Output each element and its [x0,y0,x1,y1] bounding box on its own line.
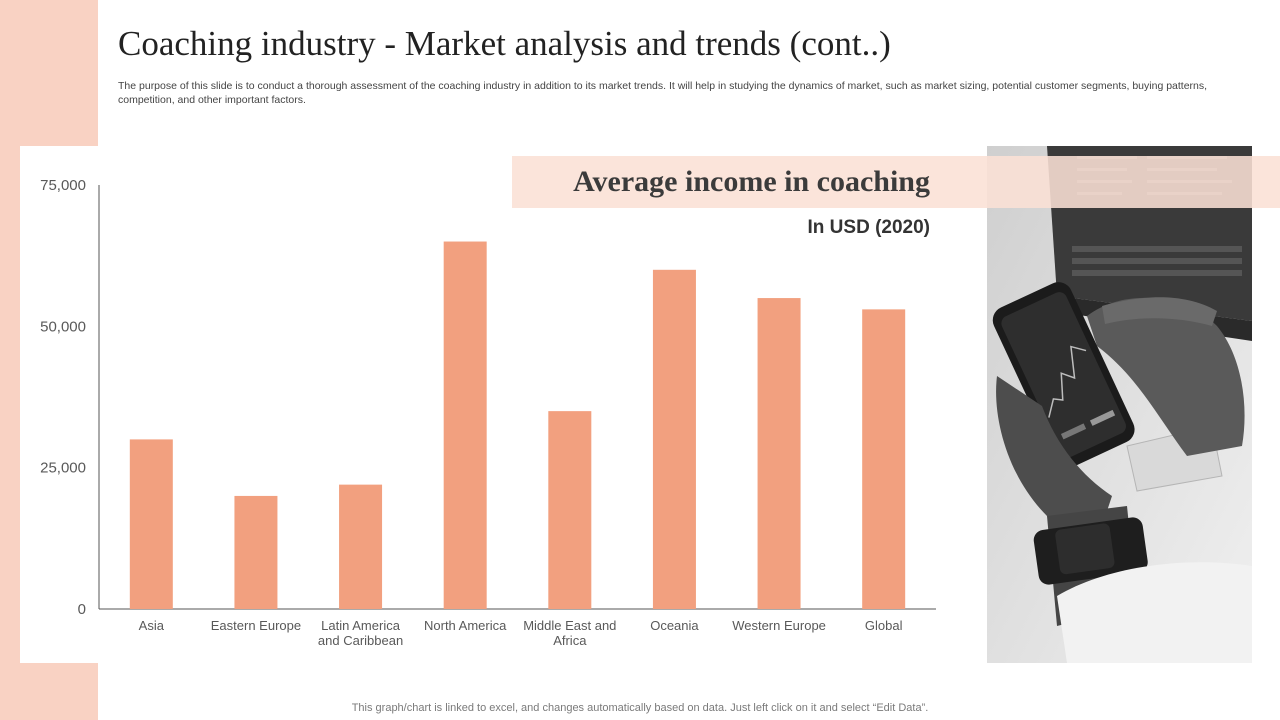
x-tick-label: Oceania [650,618,699,633]
chart-title: Average income in coaching [573,165,930,198]
x-tick-label: North America [424,618,507,633]
bar[interactable] [548,411,592,609]
bar[interactable] [129,439,173,609]
x-tick-label: Asia [139,618,165,633]
bar[interactable] [234,495,278,609]
x-tick-label: Latin America and Caribbean [318,618,403,648]
x-tick-label: Middle East and Africa [523,618,616,648]
y-tick-label: 0 [78,601,86,618]
y-tick-label: 75,000 [40,177,86,194]
bar[interactable] [757,298,801,609]
bar[interactable] [862,309,906,609]
x-tick-label: Eastern Europe [211,618,301,633]
footer-note: This graph/chart is linked to excel, and… [351,702,929,714]
hands-holding-smartphone-photo [987,146,1252,663]
bars [129,241,906,610]
y-tick-label: 25,000 [40,460,86,477]
chart-title-banner [512,156,1280,208]
x-axis-labels: Asia Eastern Europe Latin America and Carib… [139,618,903,648]
slide-description: The purpose of this slide is to conduct … [118,80,1208,106]
x-tick-label: Global [865,618,903,633]
y-tick-label: 50,000 [40,318,86,335]
x-tick-label: Western Europe [732,618,826,633]
chart-panel [20,146,985,663]
bar[interactable] [443,241,487,610]
slide-title: Coaching industry - Market analysis and … [118,24,891,63]
chart-unit-label: In USD (2020) [807,217,930,238]
bar[interactable] [339,484,383,609]
bar[interactable] [652,269,696,609]
y-axis-ticks: 0 25,000 50,000 75,000 [40,177,86,618]
